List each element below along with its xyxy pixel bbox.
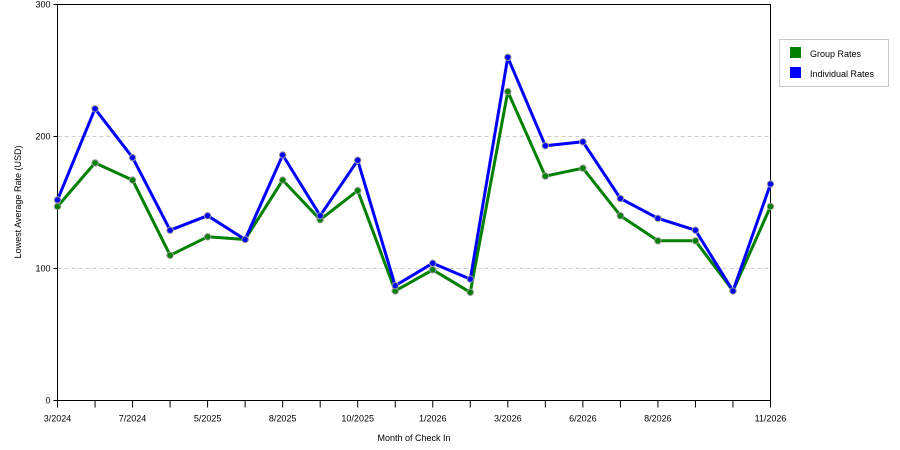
data-point-individual-rates <box>316 212 324 220</box>
data-point-individual-rates <box>241 235 249 244</box>
data-point-group-rates <box>429 266 437 274</box>
data-point-group-rates <box>278 176 287 184</box>
gridlines <box>57 136 771 269</box>
plot-area <box>57 4 771 401</box>
data-point-individual-rates <box>541 142 550 150</box>
data-point-group-rates <box>541 172 550 180</box>
data-point-individual-rates <box>691 226 700 234</box>
data-point-individual-rates <box>504 53 512 61</box>
y-tick-label: 100 <box>35 264 50 274</box>
legend-label-individual-rates: Individual Rates <box>810 69 875 79</box>
x-axis-title: Month of Check In <box>377 433 450 443</box>
legend-label-group-rates: Group Rates <box>810 49 862 59</box>
data-point-group-rates <box>654 237 662 245</box>
data-point-individual-rates <box>766 180 775 188</box>
x-tick-label: 11/2026 <box>755 414 787 424</box>
x-tick-label: 10/2025 <box>341 414 374 424</box>
x-axis: 3/2024 7/2024 5/2025 8/2025 10/2025 1/2026 3/2… <box>44 400 787 424</box>
data-point-individual-rates <box>616 194 625 203</box>
data-point-group-rates <box>128 176 137 184</box>
series-line-individual-rates <box>56 55 772 293</box>
data-point-group-rates <box>166 251 174 260</box>
data-point-group-rates <box>354 186 362 195</box>
data-point-individual-rates <box>729 287 737 295</box>
data-point-group-rates <box>203 233 212 241</box>
data-point-individual-rates <box>654 214 662 223</box>
y-axis: 0 100 200 300 <box>35 0 58 406</box>
y-tick-label: 200 <box>35 132 50 142</box>
data-point-individual-rates <box>91 105 99 113</box>
data-point-group-rates <box>53 202 62 211</box>
x-tick-label: 3/2024 <box>44 414 72 424</box>
legend-swatch-group-rates <box>790 47 801 58</box>
legend: Group Rates Individual Rates <box>779 39 889 87</box>
data-point-group-rates <box>616 212 625 220</box>
data-point-group-rates <box>504 87 512 96</box>
data-point-individual-rates <box>429 259 437 267</box>
data-point-individual-rates <box>391 281 399 290</box>
x-tick-label: 7/2024 <box>119 414 147 424</box>
x-tick-label: 1/2026 <box>419 414 447 424</box>
data-point-individual-rates <box>128 153 137 162</box>
data-point-group-rates <box>466 288 474 296</box>
data-point-group-rates <box>766 202 775 211</box>
data-point-group-rates <box>691 237 700 245</box>
y-tick-label: 300 <box>35 0 50 10</box>
x-tick-label: 5/2025 <box>194 414 222 424</box>
data-point-individual-rates <box>466 275 474 283</box>
data-point-individual-rates <box>354 156 362 164</box>
x-tick-label: 8/2025 <box>269 414 297 424</box>
data-point-individual-rates <box>53 196 62 204</box>
x-tick-label: 3/2026 <box>494 414 522 424</box>
series-line-group-rates <box>56 90 772 294</box>
data-point-individual-rates <box>203 212 212 220</box>
data-point-group-rates <box>91 159 99 167</box>
data-point-individual-rates <box>278 151 287 159</box>
y-tick-label: 0 <box>45 396 50 406</box>
data-point-group-rates <box>579 164 587 172</box>
y-axis-title: Lowest Average Rate (USD) <box>13 146 23 259</box>
legend-box <box>779 39 889 87</box>
series-lines <box>53 53 775 296</box>
x-tick-label: 6/2026 <box>569 414 597 424</box>
legend-swatch-individual-rates <box>790 67 801 78</box>
data-point-individual-rates <box>166 226 174 234</box>
data-point-individual-rates <box>579 138 587 146</box>
x-tick-label: 8/2026 <box>644 414 672 424</box>
